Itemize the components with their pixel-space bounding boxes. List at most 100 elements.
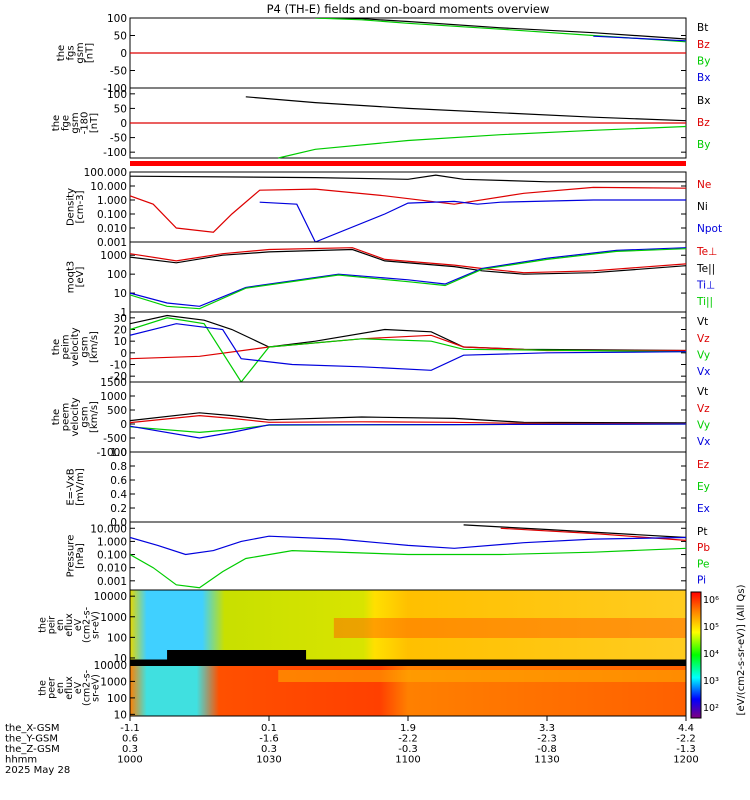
series-Bt <box>315 18 686 40</box>
series-Te|| <box>130 248 686 275</box>
x-tick-label: 4.4 <box>678 723 694 734</box>
y-axis-label: peir <box>46 616 57 635</box>
x-tick-label: 3.3 <box>539 723 555 734</box>
x-tick-label: 1130 <box>534 755 559 766</box>
y-tick-label: 10 <box>114 336 127 348</box>
y-tick-label: 30 <box>114 313 127 325</box>
legend-entry-Ez: Ez <box>697 459 710 471</box>
legend-entry-Ni: Ni <box>697 201 708 213</box>
y-tick-label: 1.000 <box>97 195 127 207</box>
y-axis-label: E=-VxB <box>65 468 76 505</box>
legend-entry-Ex: Ex <box>697 503 710 515</box>
series-group <box>130 174 686 243</box>
series-Ti⊥ <box>130 247 686 307</box>
spectrogram-peir: 10000 1000 100 10 thepeirenefluxeV(cm2-s-sr-… <box>38 589 687 665</box>
legend-entry-Pt: Pt <box>697 526 707 538</box>
y-axis-label: [nPa] <box>75 543 86 569</box>
y-axis-label: [nT] <box>84 43 95 63</box>
legend-entry-Bx: Bx <box>697 95 710 107</box>
y-axis-label: peem <box>61 403 72 431</box>
series-Pe <box>130 547 686 589</box>
y-tick-label: 0.4 <box>110 489 127 501</box>
panel-velocity_e: 1500 1000 500 0 -500 -1000 thepeemvelocitygsm[… <box>51 377 710 459</box>
series-Vx <box>130 423 686 439</box>
series-group <box>130 524 686 589</box>
y-tick-label: 0.0 <box>110 517 127 529</box>
y-tick-label: -100 <box>103 83 127 95</box>
y-axis-label: eV <box>73 681 84 694</box>
y-tick-label: -50 <box>110 66 127 78</box>
legend-entry-Vt: Vt <box>697 316 708 328</box>
y-tick-label: 0.001 <box>97 237 127 249</box>
y-tick-label: 1000 <box>100 250 127 262</box>
legend-entry-Vz: Vz <box>697 333 710 345</box>
y-tick-label: 0.2 <box>110 503 127 515</box>
legend-entry-Vx: Vx <box>697 436 710 448</box>
y-axis-label: eV <box>73 618 84 631</box>
y-tick-label: 50 <box>114 31 127 43</box>
x-tick-label: -1.6 <box>259 734 279 745</box>
y-axis-label: peim <box>61 334 72 359</box>
panel-temp: 1000 100 10 1 moqt3[eV] Te⊥ Te|| Ti⊥ Ti|| <box>65 241 717 319</box>
x-tick-label: -0.8 <box>537 744 557 755</box>
series-group <box>130 96 686 159</box>
series-Bt <box>245 96 686 122</box>
x-tick-label: 1030 <box>256 755 281 766</box>
panel-frame <box>129 451 687 523</box>
y-tick-label: -100 <box>103 147 127 159</box>
legend-entry-By: By <box>697 56 710 68</box>
y-axis-label: velocity <box>70 397 81 436</box>
y-tick-label: 1 <box>120 307 127 319</box>
series-group <box>130 314 686 384</box>
y-axis-label: the <box>56 45 67 61</box>
spectrogram-fill <box>130 660 686 716</box>
y-tick-label: 0.6 <box>110 475 127 487</box>
y-axis-label: the <box>38 680 49 696</box>
y-axis-label: the <box>51 115 62 131</box>
legend-entry-Vz: Vz <box>697 403 710 415</box>
y-axis-label: en <box>55 619 66 631</box>
series-Te⊥ <box>130 247 686 274</box>
y-axis-label: fge <box>61 115 72 131</box>
legend-entry-Bt: Bt <box>697 22 708 34</box>
x-row-label: the_Y-GSM <box>5 734 58 745</box>
panel-efield: 1.0 0.8 0.6 0.4 0.2 0.0 E=-VxB[mV/m] Ez Ey Ex <box>65 447 710 529</box>
colorbar-label: 10⁵ <box>703 622 719 633</box>
x-row-label: the_Z-GSM <box>5 744 60 755</box>
x-tick-label: -2.2 <box>676 734 696 745</box>
y-tick-label: 10 <box>114 288 127 300</box>
series-Ti|| <box>130 248 686 310</box>
panel-frame <box>129 311 687 383</box>
y-tick-label: -1000 <box>96 447 127 459</box>
y-axis-label: Density <box>65 188 76 226</box>
y-tick-label: 1500 <box>100 377 127 389</box>
y-axis-label: peer <box>46 677 57 699</box>
y-tick-label: 0.001 <box>97 576 127 588</box>
y-axis-label: sr-eV) <box>90 674 101 702</box>
y-tick-label: 100 <box>107 632 127 644</box>
y-tick-label: 0 <box>120 118 127 130</box>
legend-entry-Bz: Bz <box>697 39 710 51</box>
x-tick-label: -1.1 <box>120 723 140 734</box>
x-tick-label: 0.6 <box>122 734 138 745</box>
series-group <box>130 18 686 54</box>
y-tick-label: 10000 <box>94 660 127 672</box>
x-tick-label: 1000 <box>117 755 142 766</box>
series-Ne <box>130 186 686 233</box>
colorbar-label: 10⁴ <box>703 649 719 660</box>
y-tick-label: 1000 <box>100 676 127 688</box>
legend-entry-Vy: Vy <box>697 420 710 432</box>
x-axis-ephemeris: the_X-GSM -1.1 0.1 1.9 3.3 4.4 the_Y-GSM 0.6 -1.… <box>5 716 699 776</box>
spectrogram-panels: 10000100010010thepeirenefluxeV(cm2-s-sr-… <box>38 589 687 721</box>
legend-entry-Pb: Pb <box>697 542 710 554</box>
colorbar-label: 10² <box>703 703 719 714</box>
y-tick-label: 100 <box>107 693 127 705</box>
series-By <box>278 125 686 159</box>
legend-entry-Ti||: Ti|| <box>696 296 713 308</box>
y-tick-label: 500 <box>107 405 127 417</box>
x-row-label: the_X-GSM <box>5 723 59 734</box>
series-Vy <box>130 317 686 384</box>
